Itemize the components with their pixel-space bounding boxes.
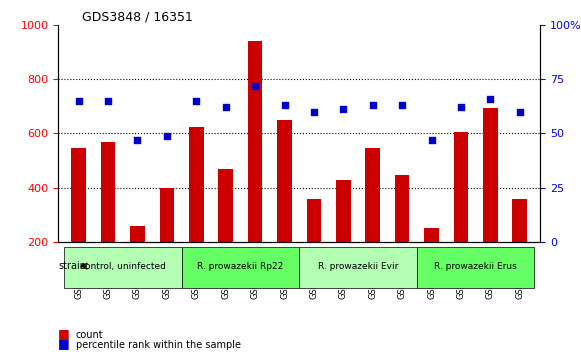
Point bbox=[280, 102, 289, 108]
Point bbox=[250, 83, 260, 88]
Text: control, uninfected: control, uninfected bbox=[80, 262, 166, 271]
Bar bbox=[454, 132, 468, 296]
Bar bbox=[189, 127, 204, 296]
Text: GDS3848 / 16351: GDS3848 / 16351 bbox=[83, 11, 193, 24]
Point bbox=[397, 102, 407, 108]
Point bbox=[103, 98, 113, 104]
FancyBboxPatch shape bbox=[299, 247, 417, 288]
Text: ■: ■ bbox=[58, 327, 70, 340]
FancyBboxPatch shape bbox=[64, 247, 182, 288]
Point bbox=[427, 137, 436, 143]
FancyBboxPatch shape bbox=[182, 247, 299, 288]
Bar bbox=[218, 169, 233, 296]
Point bbox=[74, 98, 83, 104]
FancyBboxPatch shape bbox=[417, 247, 535, 288]
Text: count: count bbox=[76, 330, 103, 340]
Bar bbox=[336, 179, 351, 296]
Text: strain: strain bbox=[59, 261, 87, 271]
Bar bbox=[130, 226, 145, 296]
Bar bbox=[71, 148, 86, 296]
Point bbox=[456, 104, 465, 110]
Bar bbox=[365, 148, 380, 296]
Text: R. prowazekii Evir: R. prowazekii Evir bbox=[318, 262, 398, 271]
Point bbox=[221, 104, 230, 110]
Text: R. prowazekii Rp22: R. prowazekii Rp22 bbox=[198, 262, 284, 271]
Point bbox=[515, 109, 525, 114]
Text: percentile rank within the sample: percentile rank within the sample bbox=[76, 341, 241, 350]
Bar bbox=[160, 188, 174, 296]
Bar bbox=[307, 199, 321, 296]
Point bbox=[192, 98, 201, 104]
Point bbox=[309, 109, 318, 114]
Bar bbox=[277, 120, 292, 296]
Point bbox=[368, 102, 378, 108]
Bar bbox=[483, 108, 498, 296]
Bar bbox=[512, 199, 527, 296]
Bar bbox=[394, 176, 410, 296]
Bar bbox=[101, 142, 116, 296]
Text: R. prowazekii Erus: R. prowazekii Erus bbox=[434, 262, 517, 271]
Point bbox=[486, 96, 495, 102]
Point bbox=[339, 107, 348, 112]
Bar bbox=[248, 41, 263, 296]
Bar bbox=[424, 228, 439, 296]
Point bbox=[133, 137, 142, 143]
Point bbox=[162, 133, 171, 138]
Text: ■: ■ bbox=[58, 337, 70, 350]
